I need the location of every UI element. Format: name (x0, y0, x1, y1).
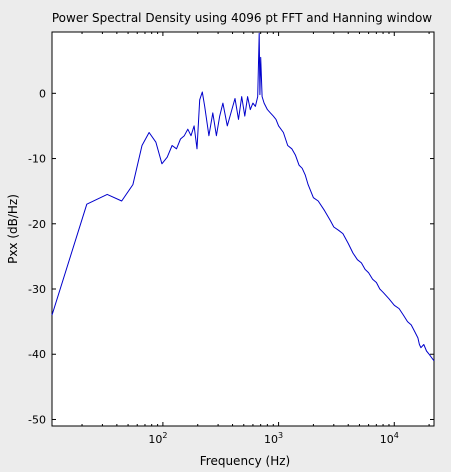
y-tick-label: -20 (28, 218, 46, 231)
ticks-layer: 0 -10 -20 -30 -40 -50 102 103 104 (28, 32, 434, 446)
y-tick-label: 0 (39, 87, 46, 100)
y-tick-label: -10 (28, 153, 46, 166)
plot-area (51, 31, 435, 427)
x-tick-label: 102 (148, 431, 167, 446)
y-tick-label: -40 (28, 348, 46, 361)
y-tick-label: -30 (28, 283, 46, 296)
x-tick-label: 103 (264, 431, 283, 446)
x-axis-label: Frequency (Hz) (200, 454, 291, 468)
chart-title: Power Spectral Density using 4096 pt FFT… (52, 11, 432, 25)
y-tick-label: -50 (28, 413, 46, 426)
x-tick-label: 104 (380, 431, 399, 446)
psd-series-line (51, 32, 435, 362)
y-axis-label: Pxx (dB/Hz) (6, 194, 20, 264)
